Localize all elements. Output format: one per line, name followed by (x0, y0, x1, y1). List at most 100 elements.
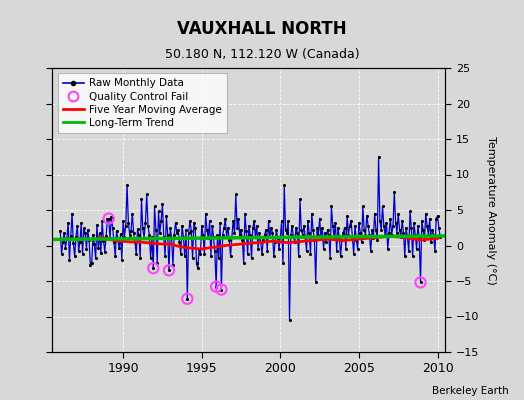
Point (324, 232, 333, 238)
Point (96, 250, 105, 256)
Point (217, 286, 226, 293)
Point (334, 224, 342, 231)
Point (245, 222, 253, 229)
Point (357, 239, 366, 245)
Point (224, 224, 232, 231)
Point (162, 212, 171, 219)
Point (415, 234, 423, 240)
Point (281, 227, 290, 233)
Point (225, 237, 234, 243)
Point (318, 224, 326, 231)
Point (148, 234, 156, 240)
Point (134, 226, 142, 232)
Point (323, 227, 332, 233)
Point (198, 222, 206, 229)
Point (202, 210, 210, 217)
Point (393, 230, 401, 236)
Point (258, 251, 266, 257)
Point (165, 267, 173, 274)
Point (135, 232, 143, 238)
Point (195, 246, 203, 252)
Point (221, 215, 230, 222)
Point (402, 224, 410, 231)
Point (406, 208, 414, 215)
Point (233, 224, 242, 231)
Point (183, 296, 191, 302)
Point (217, 286, 226, 293)
Point (122, 222, 130, 229)
Point (157, 218, 166, 224)
Point (266, 234, 274, 240)
Point (131, 239, 139, 245)
Point (261, 227, 270, 233)
Point (296, 196, 304, 202)
Point (167, 235, 176, 242)
Point (385, 230, 394, 236)
Point (214, 255, 223, 262)
Point (59, 239, 67, 245)
Point (95, 230, 104, 237)
Point (103, 215, 112, 222)
Point (143, 191, 151, 198)
Point (383, 220, 391, 226)
Point (381, 232, 389, 238)
Point (171, 220, 180, 226)
Point (284, 218, 292, 224)
Point (234, 215, 243, 222)
Point (80, 225, 88, 232)
Point (260, 232, 269, 238)
Point (257, 239, 265, 245)
Point (100, 237, 108, 244)
Point (338, 237, 346, 243)
Point (342, 246, 350, 252)
Point (165, 267, 173, 274)
Point (178, 222, 187, 229)
Point (405, 248, 413, 254)
Point (147, 255, 155, 262)
Point (119, 218, 127, 224)
Point (302, 248, 311, 254)
Point (149, 265, 158, 272)
Point (65, 257, 73, 264)
Point (265, 218, 273, 224)
Point (434, 224, 443, 231)
Point (309, 227, 317, 233)
Point (418, 218, 426, 224)
Point (293, 230, 301, 236)
Point (364, 222, 372, 229)
Point (379, 222, 388, 229)
Point (375, 154, 383, 160)
Point (316, 234, 325, 240)
Point (417, 279, 425, 286)
Point (60, 230, 69, 236)
Point (124, 220, 133, 226)
Point (321, 230, 329, 236)
Point (101, 249, 109, 255)
Point (425, 215, 434, 222)
Point (93, 222, 101, 228)
Point (205, 218, 214, 224)
Point (417, 279, 425, 286)
Point (150, 203, 159, 210)
Point (210, 234, 218, 240)
Point (346, 222, 354, 229)
Point (352, 237, 361, 243)
Point (277, 218, 286, 224)
Point (409, 253, 417, 259)
Point (141, 220, 150, 226)
Point (216, 220, 224, 226)
Point (312, 279, 320, 286)
Point (300, 222, 308, 229)
Point (219, 232, 227, 238)
Point (169, 262, 177, 268)
Point (244, 251, 252, 257)
Point (401, 253, 409, 259)
Point (136, 255, 144, 262)
Point (166, 224, 174, 231)
Point (88, 260, 96, 266)
Point (116, 231, 125, 237)
Text: VAUXHALL NORTH: VAUXHALL NORTH (177, 20, 347, 38)
Point (230, 230, 238, 236)
Point (92, 255, 100, 262)
Point (252, 234, 260, 240)
